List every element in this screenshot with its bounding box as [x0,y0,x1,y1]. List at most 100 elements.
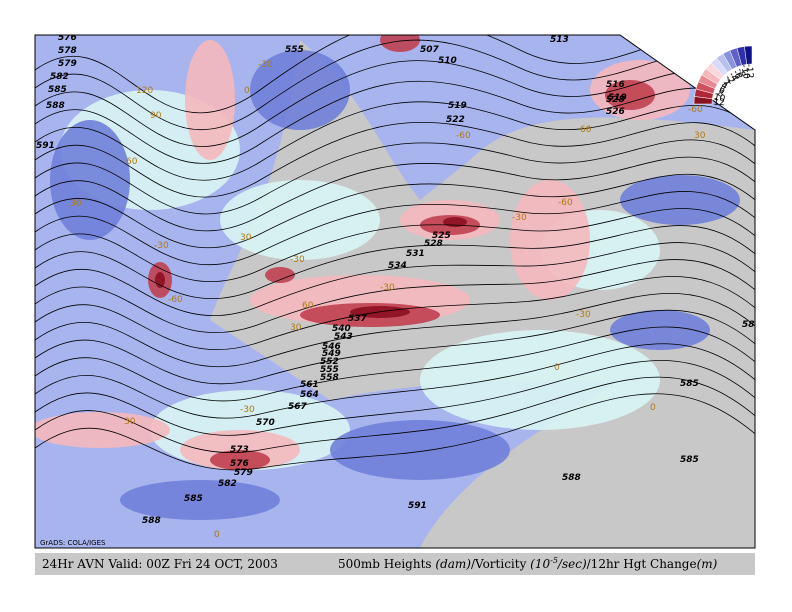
height-label: 579 [58,59,77,69]
change-label: -30 [512,213,527,223]
contour-line [35,343,755,419]
change-label: 0 [214,530,220,540]
shade-blob [35,412,170,448]
change-label: -60 [558,198,573,208]
footer-part: /Vorticity [471,557,530,571]
contour-line [35,376,755,454]
contour-line [35,156,755,232]
shade-blob [620,175,740,225]
height-label: 585 [680,379,699,389]
height-label: 528 [606,95,625,105]
height-label: 561 [300,380,319,390]
contour-line [35,80,755,164]
change-label: 90 [150,111,162,121]
change-label: 30 [70,199,82,209]
change-label: -30 [154,241,169,251]
change-label: 30 [694,131,706,141]
height-label: 525 [432,231,451,241]
colorbar-label: -8 [734,67,746,79]
change-label: 0 [650,403,656,413]
height-label: 588 [142,516,161,526]
footer-part: 500mb Heights [338,557,435,571]
contour-line [35,139,755,215]
colorbar-label: 12 [713,97,725,108]
change-label: 0 [554,363,560,373]
change-label: 30 [240,233,252,243]
height-label: 528 [424,239,443,249]
height-label: 519 [608,93,627,103]
height-label: 585 [184,494,203,504]
credit: GrADS: COLA/IGES [40,539,106,547]
height-label: 570 [256,418,275,428]
height-label: 555 [320,365,339,375]
change-label: -30 [240,405,255,415]
height-label: 573 [230,445,249,455]
colorbar-label: -6 [730,69,743,82]
height-label: 591 [36,141,55,151]
height-label: 540 [332,324,351,334]
change-label: 120 [136,86,153,96]
footer-part: (10 [530,557,550,571]
colorbar-label: 4 [719,81,730,93]
change-label: -30 [380,283,395,293]
footer-part: (m) [697,557,718,571]
height-label: 585 [680,455,699,465]
height-label: 582 [218,479,237,489]
change-label: -30 [576,310,591,320]
contour-line [35,101,755,181]
contour-line [35,393,755,471]
height-label: 576 [230,459,249,469]
height-label: 513 [550,35,569,45]
shade-blob [420,330,660,430]
height-label: 567 [288,402,308,412]
map-frame [34,34,756,549]
height-label: 531 [406,249,425,259]
change-label: -60 [168,295,183,305]
height-label: 534 [388,261,407,271]
colorbar-segment [744,45,753,65]
height-label: 591 [408,501,427,511]
shading [35,35,740,520]
height-label: 510 [438,56,457,66]
colorbar-label: 10 [713,93,726,105]
height-label: 576 [58,33,77,43]
contour-line [35,360,755,436]
change-label: 0 [244,86,250,96]
footer-bar [35,553,755,575]
height-label: 519 [448,101,467,111]
change-label: -30 [290,255,305,265]
change-label: -60 [456,131,471,141]
contour-line [35,60,755,147]
height-contours [35,35,755,471]
height-label: 579 [234,468,253,478]
height-label: 564 [300,390,319,400]
change-label: 30 [124,417,136,427]
shade-blob [250,50,350,130]
footer-left: 24Hr AVN Valid: 00Z Fri 24 OCT, 2003 [42,557,278,571]
shade-blob [120,480,280,520]
change-label: 30 [290,323,302,333]
shade-blob [265,267,295,283]
height-label: 549 [322,349,341,359]
height-label: 558 [320,373,339,383]
height-label: 516 [606,80,625,90]
change-label: -30 [258,60,273,70]
contour-line [35,39,755,131]
footer-part: /12hr Hgt Change [587,557,697,571]
contour-line [35,208,755,283]
height-label: 543 [334,332,353,342]
change-label: -60 [688,105,703,115]
contour-line [35,259,755,334]
footer-part: -5 [550,556,558,565]
height-label: 552 [320,357,339,367]
contour-line [35,242,755,317]
colorbar-label: 6 [717,85,727,97]
change-label: 60 [126,157,138,167]
shade-blob [155,272,165,288]
change-label: 60 [302,301,314,311]
shade-blob [510,180,590,300]
colorbar-label: 2 [721,77,732,88]
